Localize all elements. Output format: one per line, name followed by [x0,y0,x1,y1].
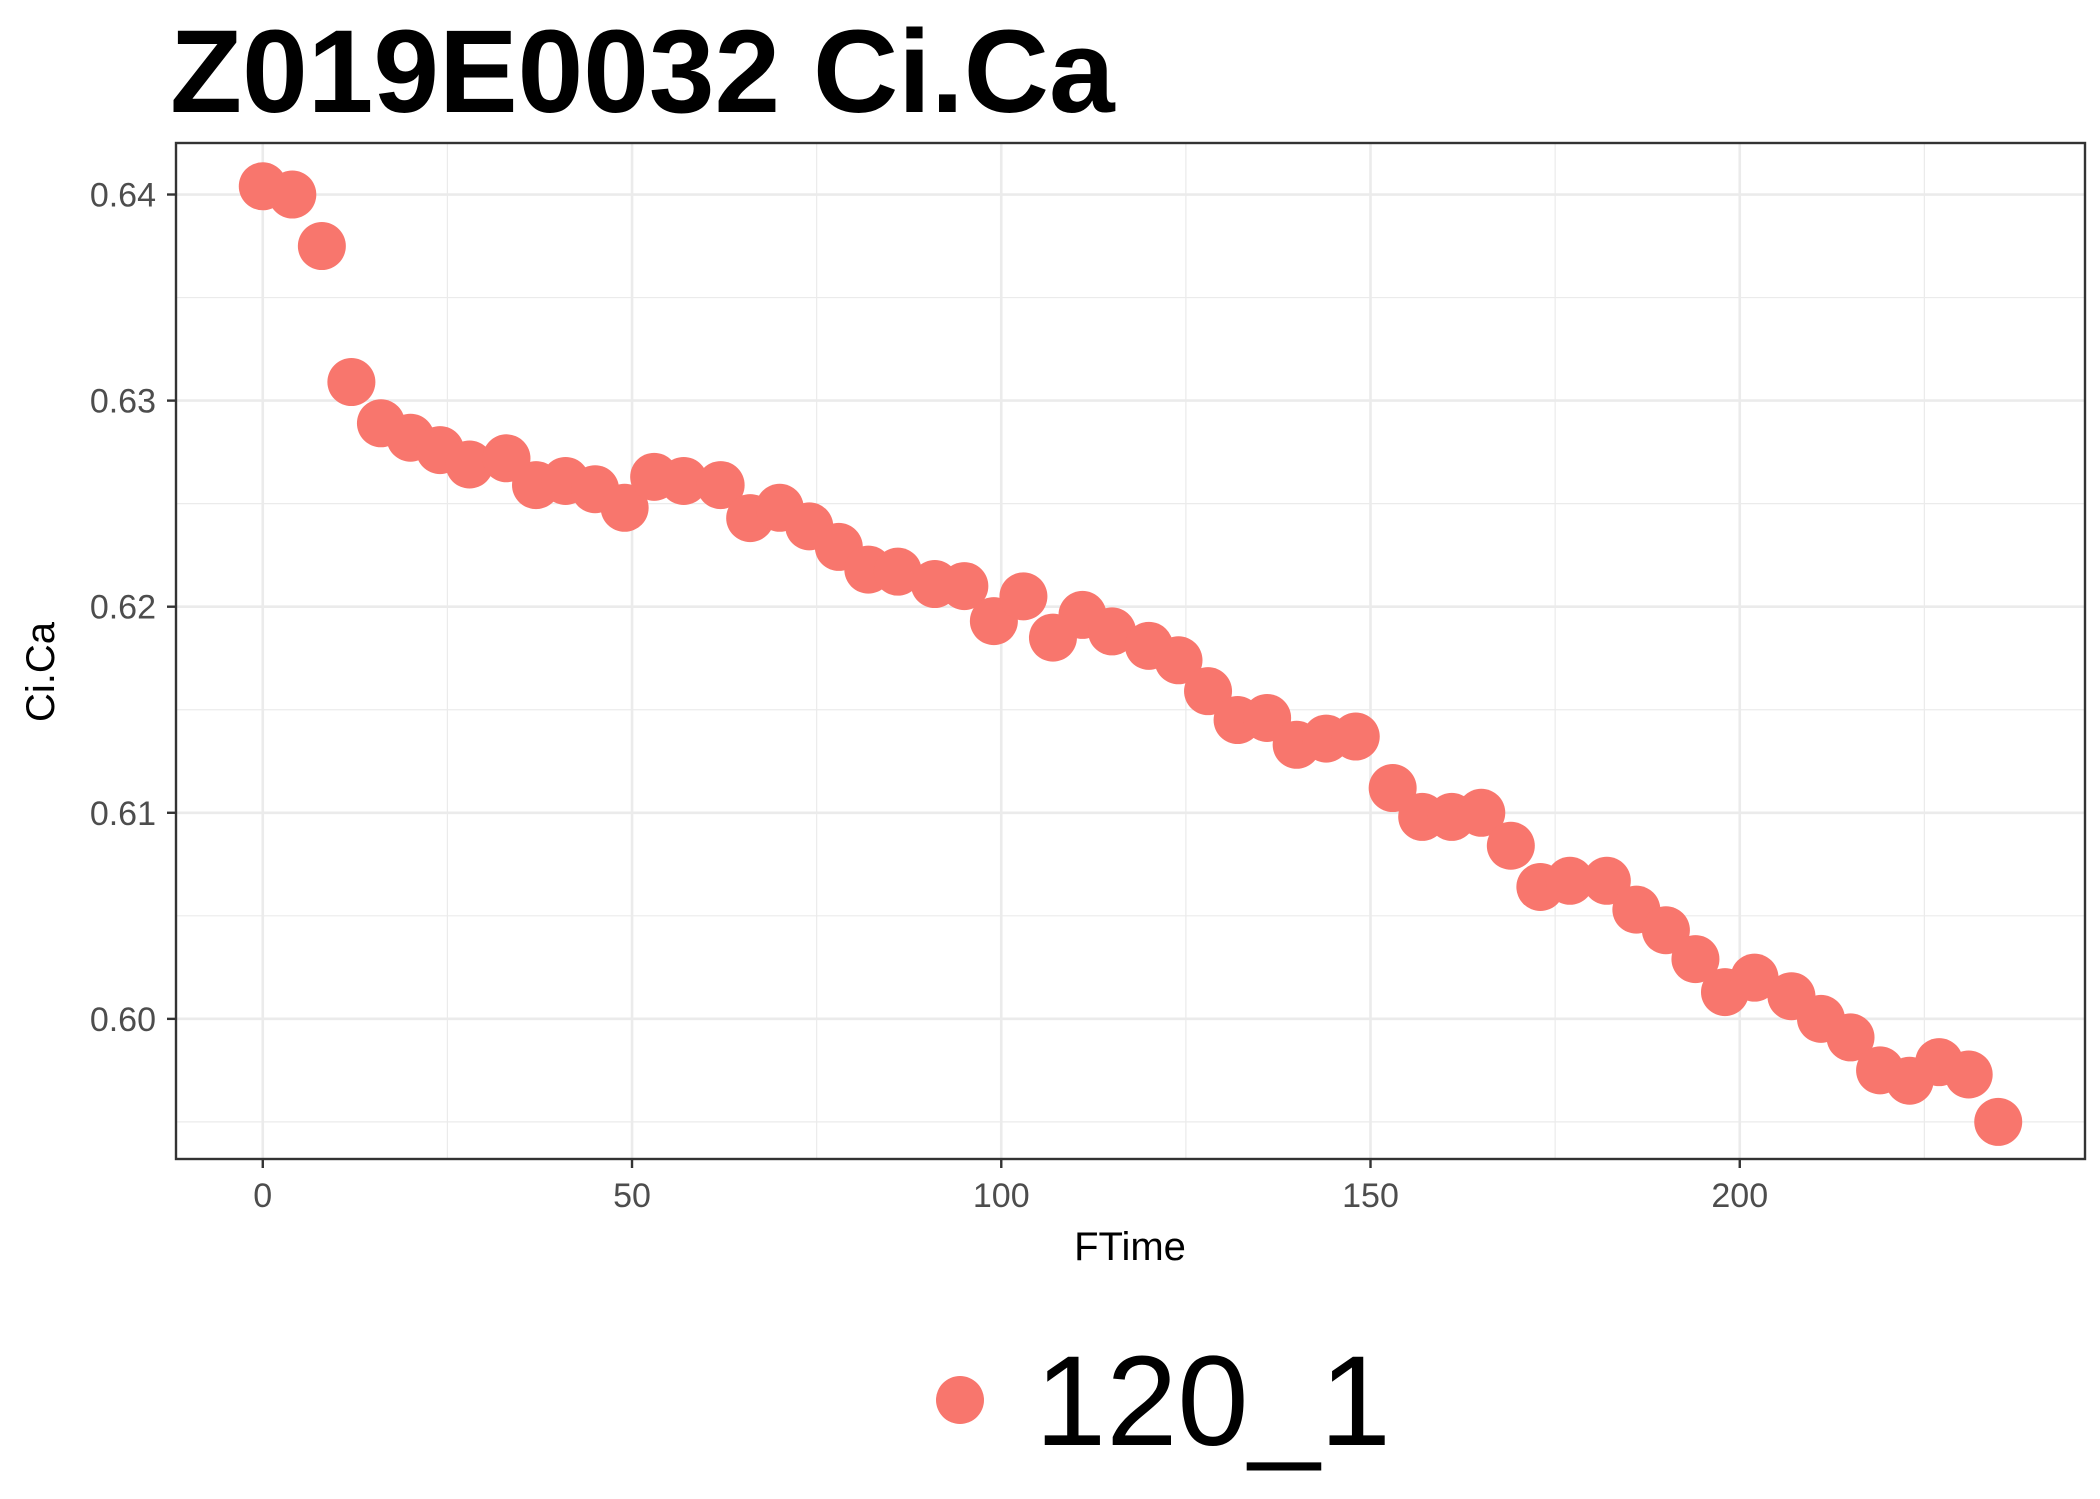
data-point [1184,667,1233,716]
y-tick-label: 0.61 [90,795,156,833]
data-point [1944,1050,1993,1099]
x-axis-title: FTime [1074,1225,1186,1269]
data-point [1486,821,1535,870]
data-point [1457,788,1506,837]
data-point [1154,636,1203,685]
x-tick-label: 200 [1711,1177,1768,1215]
data-point [1545,856,1594,905]
data-point [1088,607,1137,656]
data-point [940,562,989,611]
data-point [1582,856,1631,905]
data-point [297,222,346,271]
data-point [327,358,376,407]
data-point [1730,953,1779,1002]
plot-area: 0 50 100 150 200 0.60 0.61 0.62 0.63 0.64 [90,141,2087,1215]
data-point [999,572,1048,621]
data-point [873,547,922,596]
plot-border [174,141,2087,1161]
x-tick-label: 0 [253,1177,272,1215]
data-point [659,456,708,505]
data-point [445,440,494,489]
legend-key-120_1 [936,1376,984,1424]
data-point [1641,906,1690,955]
data-point [600,483,649,532]
data-point [268,170,317,219]
y-tick-label: 0.64 [90,177,156,215]
legend-label-120_1: 120_1 [1035,1330,1391,1473]
y-tick-label: 0.63 [90,383,156,421]
data-point [696,461,745,510]
y-tick-label: 0.60 [90,1001,156,1039]
data-point [1331,712,1380,761]
data-point [1671,935,1720,984]
y-axis-title: Ci.Ca [19,621,63,722]
data-point [1974,1097,2023,1146]
data-point [1826,1013,1875,1062]
data-point [1368,764,1417,813]
x-tick-label: 150 [1342,1177,1399,1215]
chart-title: Z019E0032 Ci.Ca [170,6,1116,138]
x-tick-label: 50 [613,1177,651,1215]
x-tick-label: 100 [973,1177,1030,1215]
legend: 120_1 [936,1330,1391,1473]
y-tick-label: 0.62 [90,589,156,627]
